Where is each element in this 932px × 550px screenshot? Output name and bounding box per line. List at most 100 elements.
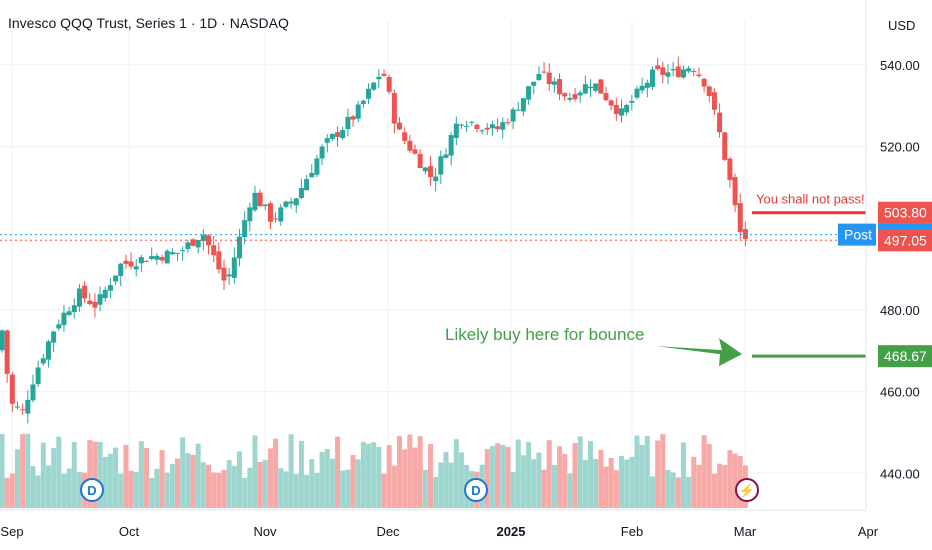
candle-body[interactable] [324, 138, 330, 143]
candle-body[interactable] [655, 65, 661, 70]
candle-body[interactable] [273, 218, 279, 220]
candle-body[interactable] [464, 125, 470, 127]
candle-body[interactable] [252, 192, 258, 211]
candle-body[interactable] [732, 177, 738, 206]
candle-body[interactable] [557, 79, 563, 95]
event-marker[interactable] [735, 478, 759, 502]
candle-body[interactable] [128, 261, 134, 267]
candle-body[interactable] [567, 98, 573, 100]
candle-body[interactable] [4, 330, 10, 374]
candle-body[interactable] [448, 135, 454, 156]
candle-body[interactable] [329, 133, 335, 139]
candle-body[interactable] [185, 242, 191, 250]
candle-body[interactable] [231, 257, 237, 278]
buy-arrow[interactable] [656, 338, 742, 367]
candle-body[interactable] [107, 285, 113, 291]
candle-body[interactable] [113, 275, 119, 282]
candle-body[interactable] [397, 122, 403, 130]
candle-body[interactable] [660, 67, 666, 75]
candle-body[interactable] [133, 266, 139, 270]
annotation-lines[interactable] [0, 211, 866, 367]
time-axis[interactable]: Sep Oct Nov Dec 2025 Feb Mar Apr [0, 524, 878, 539]
candle-body[interactable] [526, 86, 532, 100]
candle-body[interactable] [283, 201, 289, 207]
candle-body[interactable] [247, 207, 253, 222]
candle-body[interactable] [190, 239, 196, 246]
candle-body[interactable] [319, 146, 325, 159]
candle-body[interactable] [531, 81, 537, 86]
candle-body[interactable] [149, 256, 155, 260]
candle-body[interactable] [138, 257, 144, 264]
candle-body[interactable] [422, 167, 428, 172]
candle-body[interactable] [376, 76, 382, 80]
candle-body[interactable] [71, 305, 77, 313]
candle-body[interactable] [644, 82, 650, 88]
candle-body[interactable] [355, 104, 361, 119]
candle-body[interactable] [45, 341, 51, 360]
candle-body[interactable] [593, 83, 599, 91]
candle-body[interactable] [546, 72, 552, 85]
candle-body[interactable] [562, 93, 568, 97]
candle-body[interactable] [629, 100, 635, 103]
candle-body[interactable] [154, 255, 160, 260]
candle-body[interactable] [737, 203, 743, 233]
candle-body[interactable] [257, 192, 263, 207]
candle-body[interactable] [407, 140, 413, 151]
candle-body[interactable] [236, 236, 242, 259]
candle-body[interactable] [588, 86, 594, 89]
candle-body[interactable] [40, 358, 46, 364]
candle-body[interactable] [14, 406, 20, 408]
price-axis[interactable]: 540.00 520.00 480.00 460.00 440.00 [880, 58, 920, 481]
candle-body[interactable] [495, 126, 501, 130]
candle-body[interactable] [169, 252, 175, 255]
candle-body[interactable] [97, 294, 103, 305]
candlesticks[interactable] [0, 56, 748, 424]
candle-body[interactable] [722, 132, 728, 160]
candle-body[interactable] [56, 324, 62, 329]
candle-body[interactable] [391, 93, 397, 124]
candle-body[interactable] [309, 172, 315, 178]
candle-body[interactable] [711, 92, 717, 110]
candle-body[interactable] [427, 166, 433, 178]
candle-body[interactable] [510, 109, 516, 122]
candle-body[interactable] [211, 245, 217, 256]
candle-body[interactable] [706, 86, 712, 97]
candle-body[interactable] [520, 98, 526, 112]
candle-body[interactable] [216, 251, 222, 270]
candle-body[interactable] [159, 257, 165, 261]
event-markers[interactable]: D D ⚡ [80, 478, 759, 502]
candle-body[interactable] [438, 156, 444, 175]
candle-body[interactable] [267, 203, 273, 222]
candle-body[interactable] [572, 94, 578, 100]
candle-body[interactable] [670, 68, 676, 71]
candle-body[interactable] [598, 79, 604, 94]
event-marker[interactable] [464, 478, 488, 502]
candle-body[interactable] [298, 187, 304, 198]
candle-body[interactable] [624, 104, 630, 113]
candle-body[interactable] [360, 100, 366, 104]
candle-body[interactable] [577, 92, 583, 96]
candle-body[interactable] [634, 88, 640, 98]
candle-body[interactable] [505, 122, 511, 124]
candle-body[interactable] [381, 73, 387, 76]
candle-body[interactable] [9, 374, 15, 404]
candle-body[interactable] [180, 250, 186, 252]
candle-body[interactable] [30, 384, 36, 401]
candle-body[interactable] [206, 235, 211, 246]
candle-body[interactable] [696, 74, 702, 77]
candle-body[interactable] [61, 312, 67, 326]
candle-body[interactable] [350, 116, 356, 120]
candle-body[interactable] [288, 201, 294, 204]
candle-body[interactable] [686, 68, 692, 72]
candle-body[interactable] [443, 154, 449, 158]
candle-body[interactable] [412, 149, 418, 154]
candle-body[interactable] [221, 267, 227, 281]
candle-body[interactable] [20, 409, 26, 411]
candle-body[interactable] [489, 124, 495, 129]
candle-body[interactable] [717, 112, 723, 133]
candle-body[interactable] [479, 130, 485, 132]
candle-body[interactable] [582, 84, 588, 94]
candle-body[interactable] [453, 123, 459, 139]
